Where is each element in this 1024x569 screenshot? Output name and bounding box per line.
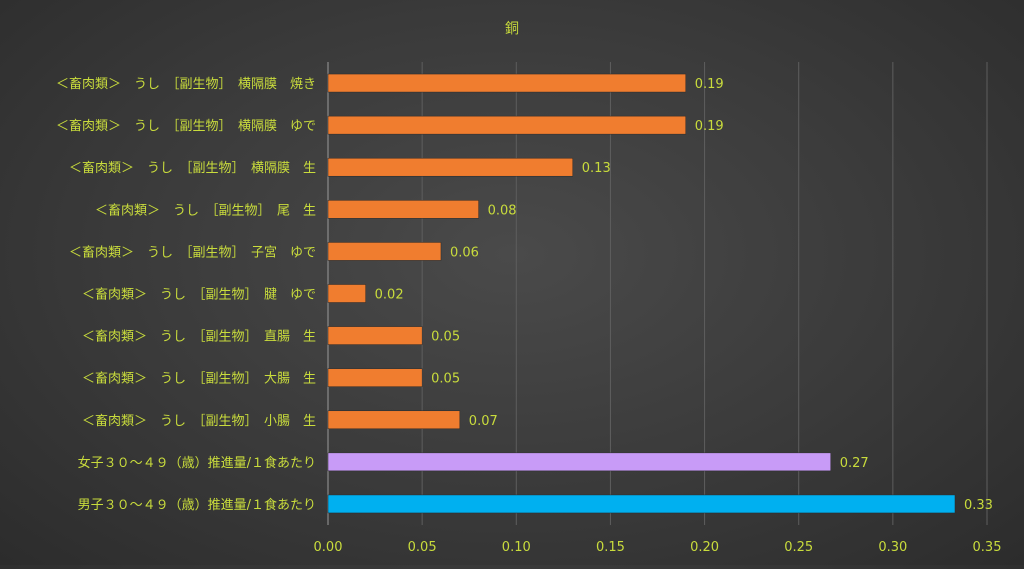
bar [327, 200, 479, 219]
category-label: 女子３０～４９（歳）推進量/１食あたり [78, 455, 316, 471]
data-label: 0.05 [431, 372, 460, 387]
data-label: 0.05 [431, 330, 460, 345]
data-label: 0.06 [450, 245, 479, 260]
data-label: 0.27 [840, 456, 869, 471]
bar [327, 242, 442, 261]
x-tick-label: 0.20 [690, 540, 719, 555]
category-label: ＜畜肉類＞ うし ［副生物］ 横隔膜 焼き [56, 76, 316, 92]
bar [327, 326, 423, 345]
category-label: ＜畜肉類＞ うし ［副生物］ 横隔膜 ゆで [56, 118, 316, 134]
bar [327, 157, 574, 177]
data-label: 0.19 [695, 77, 724, 92]
bar [327, 494, 956, 514]
bar [327, 410, 461, 430]
category-label: ＜畜肉類＞ うし ［副生物］ 直腸 生 [82, 329, 316, 345]
bar [327, 284, 366, 303]
x-tick-label: 0.00 [314, 540, 343, 555]
category-labels: ＜畜肉類＞ うし ［副生物］ 横隔膜 焼き ＜畜肉類＞ うし ［副生物］ 横隔膜 … [56, 76, 316, 513]
bars [327, 73, 956, 514]
category-label: ＜畜肉類＞ うし ［副生物］ 小腸 生 [82, 413, 316, 429]
category-label: ＜畜肉類＞ うし ［副生物］ 大腸 生 [82, 371, 316, 387]
x-tick-label: 0.10 [502, 540, 531, 555]
category-label: ＜畜肉類＞ うし ［副生物］ 横隔膜 生 [69, 160, 316, 176]
category-label: ＜畜肉類＞ うし ［副生物］ 腱 ゆで [82, 287, 316, 303]
data-label: 0.33 [964, 498, 993, 513]
bar [327, 73, 686, 93]
data-labels: 0.19 0.19 0.13 0.08 0.06 0.02 0.05 0.05 0.07 0.27… [375, 77, 993, 513]
data-label: 0.07 [469, 414, 498, 429]
x-tick-label: 0.15 [596, 540, 625, 555]
x-tick-label: 0.05 [408, 540, 437, 555]
bar [327, 452, 831, 472]
data-label: 0.13 [582, 161, 611, 176]
bar [327, 368, 423, 387]
bar [327, 115, 686, 135]
data-label: 0.19 [695, 119, 724, 134]
category-label: ＜畜肉類＞ うし ［副生物］ 子宮 ゆで [69, 244, 316, 260]
chart-title: 銅 [505, 21, 519, 37]
data-label: 0.02 [375, 288, 404, 303]
category-label: ＜畜肉類＞ うし ［副生物］ 尾 生 [95, 202, 316, 218]
data-label: 0.08 [488, 203, 517, 218]
category-label: 男子３０～４９（歳）推進量/１食あたり [78, 497, 316, 513]
x-tick-label: 0.25 [784, 540, 813, 555]
gridlines [327, 62, 988, 525]
x-tick-label: 0.35 [973, 540, 1002, 555]
x-axis-ticks: 0.00 0.05 0.10 0.15 0.20 0.25 0.30 0.35 [314, 540, 1002, 555]
x-tick-label: 0.30 [878, 540, 907, 555]
